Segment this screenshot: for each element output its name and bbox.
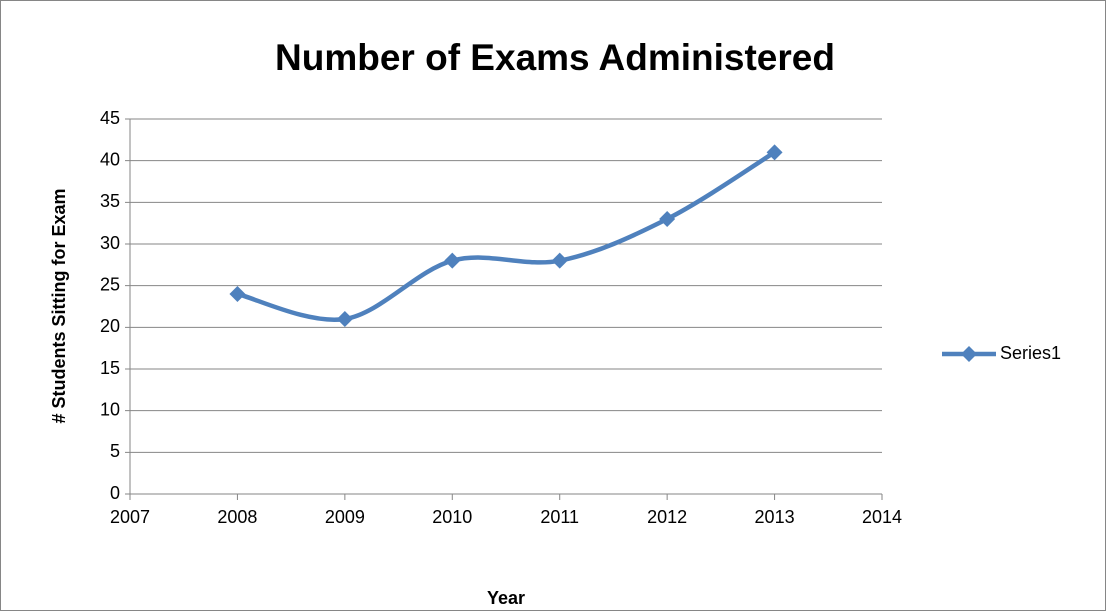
x-tick-label: 2013 (755, 507, 795, 527)
x-tick-label: 2012 (647, 507, 687, 527)
series-line (236, 150, 776, 323)
data-point (766, 144, 783, 161)
y-tick-label: 20 (100, 316, 120, 336)
y-tick-label: 25 (100, 274, 120, 294)
y-tick-label: 5 (110, 441, 120, 461)
data-point (336, 311, 353, 327)
y-tick-label: 40 (100, 149, 120, 169)
data-point (551, 252, 568, 269)
chart-title: Number of Exams Administered (275, 37, 835, 78)
x-tick-label: 2007 (110, 507, 150, 527)
legend-label: Series1 (1000, 343, 1061, 363)
data-point (444, 252, 461, 269)
y-tick-label: 35 (100, 191, 120, 211)
data-point (229, 286, 246, 302)
x-tick-label: 2009 (325, 507, 365, 527)
y-tick-label: 0 (110, 483, 120, 503)
x-axis-title: Year (487, 588, 525, 608)
x-tick-label: 2011 (540, 507, 579, 527)
y-tick-label: 45 (100, 108, 120, 128)
y-tick-label: 10 (100, 399, 120, 419)
x-tick-label: 2008 (217, 507, 257, 527)
legend-marker (961, 346, 977, 362)
data-point (659, 211, 676, 227)
y-tick-label: 15 (100, 358, 120, 378)
x-tick-label: 2014 (862, 507, 902, 527)
x-tick-label: 2010 (432, 507, 472, 527)
y-tick-label: 30 (100, 233, 120, 253)
y-axis-title: # Students Sitting for Exam (49, 188, 69, 423)
